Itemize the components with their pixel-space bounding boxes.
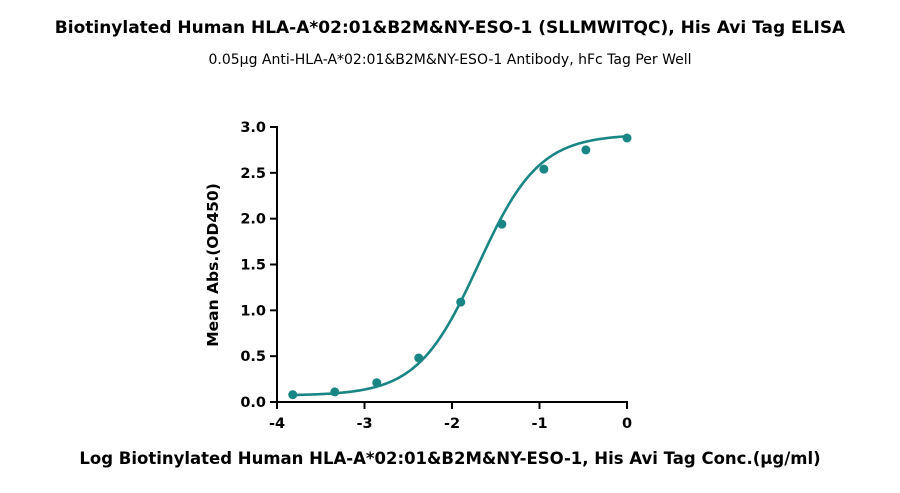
data-point bbox=[372, 378, 382, 388]
fit-curve bbox=[292, 134, 628, 397]
data-point bbox=[581, 145, 591, 155]
chart-subtitle: 0.05µg Anti-HLA-A*02:01&B2M&NY-ESO-1 Ant… bbox=[208, 52, 692, 68]
data-point bbox=[456, 297, 466, 307]
data-point bbox=[288, 390, 298, 400]
y-tick-label: 1.0 bbox=[240, 303, 266, 319]
y-tick-label: 2.5 bbox=[240, 166, 266, 182]
data-point bbox=[414, 353, 424, 363]
y-tick-label: 3.0 bbox=[240, 120, 266, 136]
y-tick-label: 0.0 bbox=[240, 395, 266, 411]
x-tick-label: -2 bbox=[444, 416, 460, 432]
y-tick-label: 1.5 bbox=[240, 258, 266, 274]
data-point bbox=[497, 219, 507, 229]
y-tick-label: 2.0 bbox=[240, 212, 266, 228]
data-point bbox=[539, 164, 549, 174]
data-point bbox=[330, 387, 340, 397]
x-tick-label: -4 bbox=[269, 416, 285, 432]
x-tick-label: 0 bbox=[622, 416, 632, 432]
x-tick-label: -3 bbox=[356, 416, 372, 432]
x-axis-label: Log Biotinylated Human HLA-A*02:01&B2M&N… bbox=[79, 449, 821, 468]
x-tick-label: -1 bbox=[531, 416, 547, 432]
y-tick-label: 0.5 bbox=[240, 349, 266, 365]
data-point bbox=[622, 133, 632, 143]
chart-title: Biotinylated Human HLA-A*02:01&B2M&NY-ES… bbox=[54, 18, 846, 38]
